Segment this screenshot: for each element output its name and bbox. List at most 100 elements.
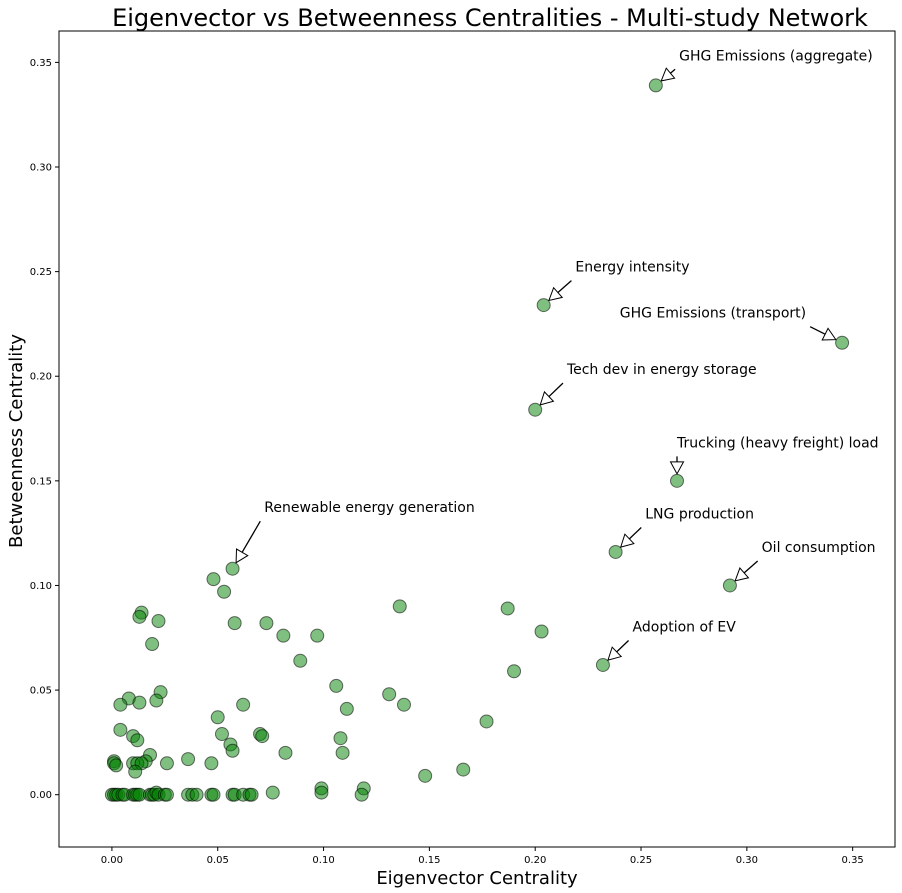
data-point [479,714,494,729]
data-point [595,657,610,672]
x-tick-label: 0.05 [207,855,229,866]
y-tick-label: 0.35 [30,58,52,69]
annotation-arrow [539,382,564,406]
arrow-shaft [616,640,630,653]
data-point [329,678,344,693]
annotation-label: Oil consumption [762,540,876,556]
data-point [278,745,293,760]
arrow-head [539,390,555,406]
annotation-arrow [660,67,676,82]
data-point [722,578,737,593]
data-point [276,628,291,643]
data-point [149,693,164,708]
x-tick-label: 0.30 [736,855,758,866]
annotation-label: GHG Emissions (aggregate) [679,48,873,64]
y-tick-label: 0.10 [30,581,52,592]
data-point [333,731,348,746]
y-tick-label: 0.15 [30,476,52,487]
annotation-arrow [809,326,837,341]
data-point [159,787,174,802]
arrow-head [607,646,623,661]
annotation-arrow [669,456,685,475]
y-tick-label: 0.00 [30,790,52,801]
data-point [227,616,242,631]
chart-title: Eigenvector vs Betweenness Centralities … [112,4,868,32]
annotation-arrow [548,280,572,302]
arrow-shaft [548,382,564,398]
data-point [382,687,397,702]
data-point [189,787,204,802]
data-point [130,733,145,748]
arrow-head [669,461,685,475]
arrow-head [821,327,837,341]
arrow-head [660,67,676,82]
data-point [113,722,128,737]
data-point [151,614,166,629]
data-point [236,697,251,712]
data-point [507,664,522,679]
ticks-layer: 0.00 0.05 0.10 0.15 0.20 0.25 0.30 0.35 0.00 0.05… [30,58,864,866]
data-point [670,473,685,488]
y-axis-label: Betweenness Centrality [6,334,27,548]
data-point [259,616,274,631]
data-point [145,637,160,652]
annotation-label: Adoption of EV [633,619,737,635]
data-point [217,584,232,599]
data-point [244,787,259,802]
annotations-layer: GHG Emissions (aggregate) Energy intensit… [235,48,879,661]
x-tick-label: 0.10 [312,855,334,866]
data-point [608,544,623,559]
annotation-label: Renewable energy generation [264,500,474,516]
arrow-shaft [743,560,759,574]
annotation-arrow [734,560,759,582]
x-tick-label: 0.35 [842,855,864,866]
data-point [206,787,221,802]
data-point [310,628,325,643]
arrow-shaft [809,326,826,335]
annotation-label: LNG production [645,507,754,523]
data-point [418,768,433,783]
plot-frame [58,30,896,848]
data-point [109,758,124,773]
data-point [534,624,549,639]
data-point [132,695,147,710]
data-point [456,762,471,777]
data-point [210,710,225,725]
annotation-label: Trucking (heavy freight) load [676,435,879,451]
data-point [265,785,280,800]
data-point [293,653,308,668]
data-point [128,764,143,779]
annotation-label: Tech dev in energy storage [566,362,757,378]
arrow-head [734,567,750,582]
arrow-shaft [241,520,261,553]
data-point [204,756,219,771]
data-point [339,701,354,716]
arrow-shaft [670,68,676,74]
data-point [255,729,270,744]
annotation-arrow [607,640,630,661]
y-tick-label: 0.25 [30,267,52,278]
data-point [396,697,411,712]
data-point [648,78,663,93]
data-point [354,787,369,802]
arrow-head [619,533,635,548]
x-axis-label: Eigenvector Centrality [376,868,578,889]
data-point [132,609,147,624]
data-point [314,785,329,800]
data-point [159,756,174,771]
arrow-head [548,286,564,302]
points-layer [104,78,850,802]
data-point [392,599,407,614]
annotation-label: Energy intensity [575,260,689,276]
data-point [181,752,196,767]
data-point [335,745,350,760]
data-point [113,697,128,712]
y-tick-label: 0.30 [30,163,52,174]
x-tick-label: 0.00 [101,855,123,866]
x-tick-label: 0.25 [630,855,652,866]
data-point [835,335,850,350]
arrow-shaft [628,527,642,540]
arrow-head [235,548,249,564]
data-point [225,561,240,576]
